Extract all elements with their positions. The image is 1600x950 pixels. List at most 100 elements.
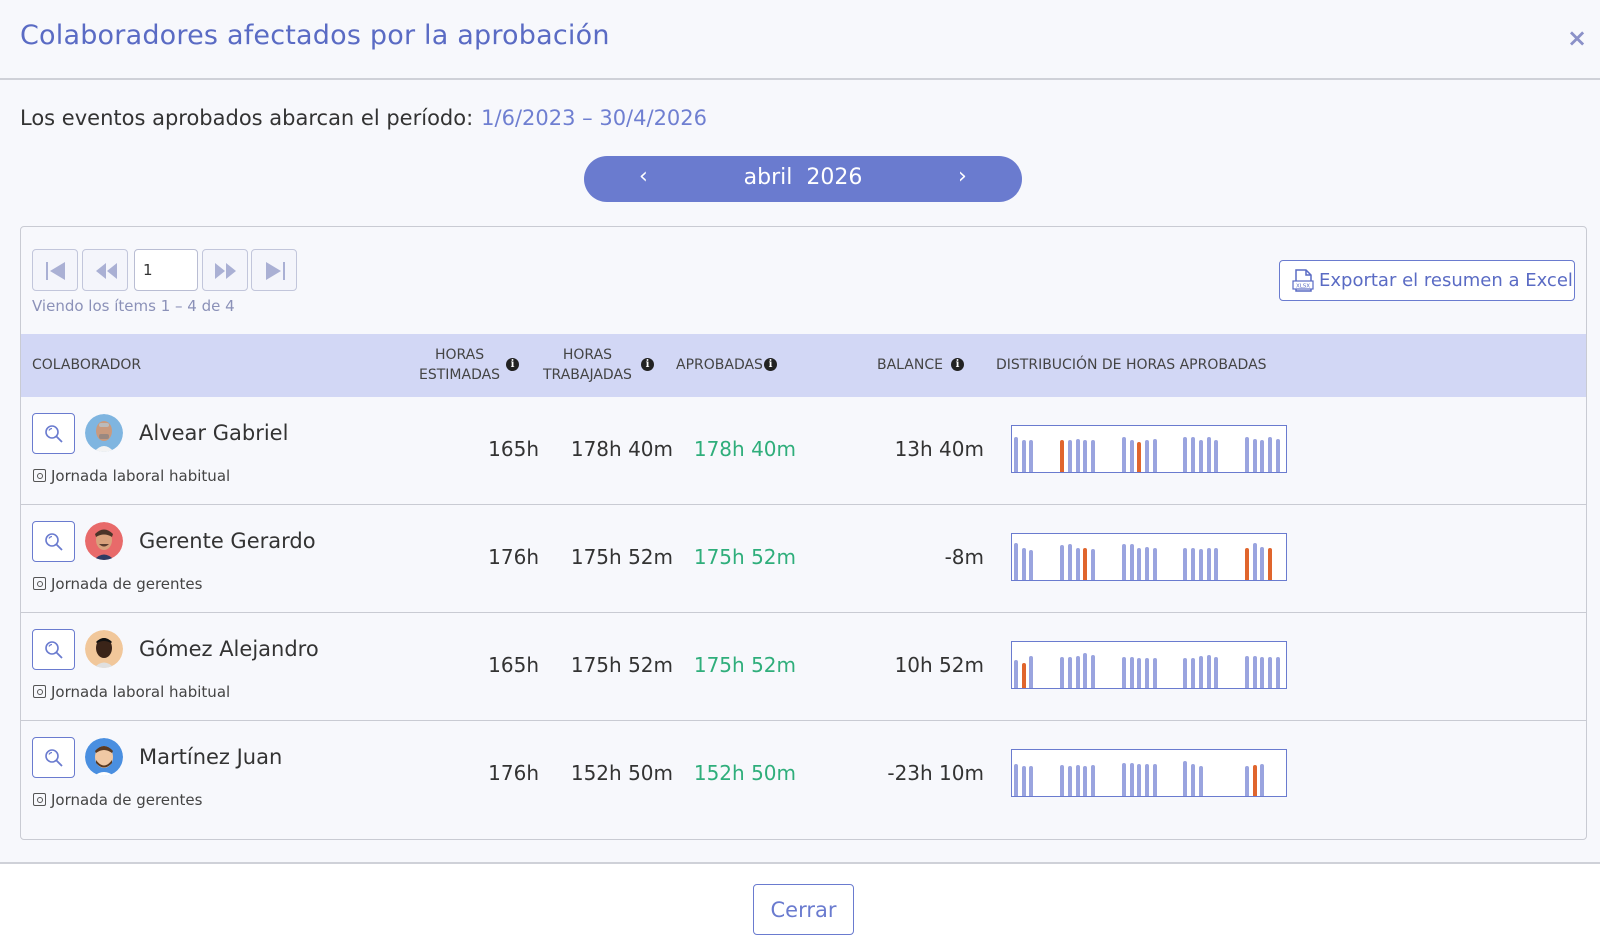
- prev-month-button[interactable]: ‹: [639, 164, 648, 189]
- info-icon[interactable]: i: [506, 358, 519, 371]
- distribution-bar: [1183, 761, 1188, 796]
- header-worked: HORAS TRABAJADAS: [543, 345, 632, 385]
- view-details-button[interactable]: [32, 629, 75, 670]
- header-worked-line2: TRABAJADAS: [543, 367, 632, 383]
- distribution-bar: [1214, 440, 1219, 472]
- distribution-bar: [1198, 440, 1203, 472]
- view-details-button[interactable]: [32, 521, 75, 562]
- distribution-bar: [1183, 437, 1188, 472]
- distribution-bar: [1137, 764, 1142, 796]
- distribution-bar: [1198, 766, 1203, 796]
- distribution-bar: [1129, 544, 1134, 580]
- schedule-icon: [33, 793, 46, 806]
- distribution-bar: [1214, 548, 1219, 580]
- last-page-icon: [266, 262, 285, 280]
- distribution-bar: [1075, 765, 1080, 796]
- period-line: Los eventos aprobados abarcan el período…: [20, 106, 707, 130]
- info-icon[interactable]: i: [641, 358, 654, 371]
- hours-distribution-chart: [1011, 425, 1287, 473]
- distribution-bar: [1067, 544, 1072, 580]
- distribution-bar: [1067, 766, 1072, 796]
- distribution-bar: [1144, 658, 1149, 688]
- dialog-header: Colaboradores afectados por la aprobació…: [0, 0, 1600, 80]
- distribution-bar: [1029, 550, 1034, 580]
- distribution-bar: [1260, 657, 1265, 688]
- distribution-bar: [1083, 766, 1088, 796]
- schedule-icon: [33, 469, 46, 482]
- distribution-bar: [1268, 657, 1273, 688]
- magnifier-icon: [45, 425, 63, 443]
- distribution-bar: [1206, 655, 1211, 688]
- close-button[interactable]: Cerrar: [753, 884, 854, 935]
- excel-file-icon: XLSX: [1292, 269, 1314, 292]
- distribution-bar: [1060, 440, 1065, 472]
- info-icon[interactable]: i: [764, 358, 777, 371]
- hours-distribution-chart: [1011, 641, 1287, 689]
- distribution-bar: [1245, 656, 1249, 688]
- distribution-bar: [1268, 548, 1273, 580]
- schedule-label: Jornada laboral habitual: [51, 467, 231, 485]
- rewind-icon: [96, 263, 117, 279]
- work-schedule: Jornada laboral habitual: [33, 683, 230, 701]
- distribution-bar: [1083, 653, 1088, 688]
- distribution-bar: [1144, 547, 1149, 580]
- distribution-bar: [1206, 437, 1211, 472]
- info-icon[interactable]: i: [951, 358, 964, 371]
- dialog-title: Colaboradores afectados por la aprobació…: [20, 20, 610, 51]
- header-estimated-line2: ESTIMADAS: [419, 367, 501, 383]
- distribution-bar: [1137, 548, 1142, 580]
- employee-name: Alvear Gabriel: [139, 421, 289, 445]
- distribution-bar: [1268, 437, 1273, 472]
- svg-text:XLSX: XLSX: [1296, 284, 1310, 290]
- distribution-bar: [1121, 437, 1126, 472]
- work-schedule: Jornada laboral habitual: [33, 467, 230, 485]
- distribution-bar: [1121, 763, 1126, 796]
- distribution-bar: [1060, 765, 1065, 796]
- schedule-label: Jornada de gerentes: [51, 791, 203, 809]
- balance: 10h 52m: [894, 653, 984, 677]
- distribution-bar: [1021, 766, 1026, 796]
- distribution-bar: [1260, 547, 1265, 580]
- distribution-bar: [1067, 440, 1072, 472]
- distribution-bar: [1091, 549, 1095, 580]
- employee-name: Martínez Juan: [139, 745, 283, 769]
- distribution-bar: [1245, 766, 1249, 796]
- distribution-bar: [1206, 548, 1211, 580]
- estimated-hours: 165h: [488, 437, 539, 461]
- export-excel-button[interactable]: XLSX Exportar el resumen a Excel: [1279, 260, 1575, 301]
- distribution-bar: [1198, 656, 1203, 688]
- distribution-bar: [1260, 440, 1265, 472]
- worked-hours: 175h 52m: [570, 545, 673, 569]
- distribution-bar: [1129, 763, 1134, 796]
- distribution-bar: [1198, 549, 1203, 580]
- view-details-button[interactable]: [32, 737, 75, 778]
- distribution-bar: [1252, 656, 1257, 688]
- distribution-bar: [1191, 764, 1196, 796]
- month-name: abril: [743, 165, 793, 190]
- close-icon[interactable]: ×: [1567, 24, 1588, 52]
- prev-page-button[interactable]: [82, 249, 128, 291]
- distribution-bar: [1275, 657, 1280, 688]
- distribution-bar: [1091, 765, 1095, 796]
- first-page-button[interactable]: [32, 249, 78, 291]
- hours-distribution-chart: [1011, 749, 1287, 797]
- distribution-bar: [1014, 660, 1018, 688]
- page-number-input[interactable]: [134, 249, 198, 291]
- header-approved: APROBADAS: [676, 357, 763, 373]
- avatar: [85, 522, 123, 560]
- next-page-button[interactable]: [202, 249, 248, 291]
- worked-hours: 175h 52m: [570, 653, 673, 677]
- next-month-button[interactable]: ›: [958, 164, 967, 189]
- view-details-button[interactable]: [32, 413, 75, 454]
- distribution-bar: [1067, 657, 1072, 688]
- magnifier-icon: [45, 641, 63, 659]
- balance: -23h 10m: [887, 761, 984, 785]
- distribution-bar: [1075, 439, 1080, 472]
- last-page-button[interactable]: [251, 249, 297, 291]
- employee-name: Gómez Alejandro: [139, 637, 319, 661]
- hours-distribution-chart: [1011, 533, 1287, 581]
- distribution-bar: [1183, 658, 1188, 688]
- header-estimated-line1: HORAS: [434, 347, 485, 363]
- approved-hours: 178h 40m: [693, 437, 796, 461]
- approved-hours: 175h 52m: [693, 653, 796, 677]
